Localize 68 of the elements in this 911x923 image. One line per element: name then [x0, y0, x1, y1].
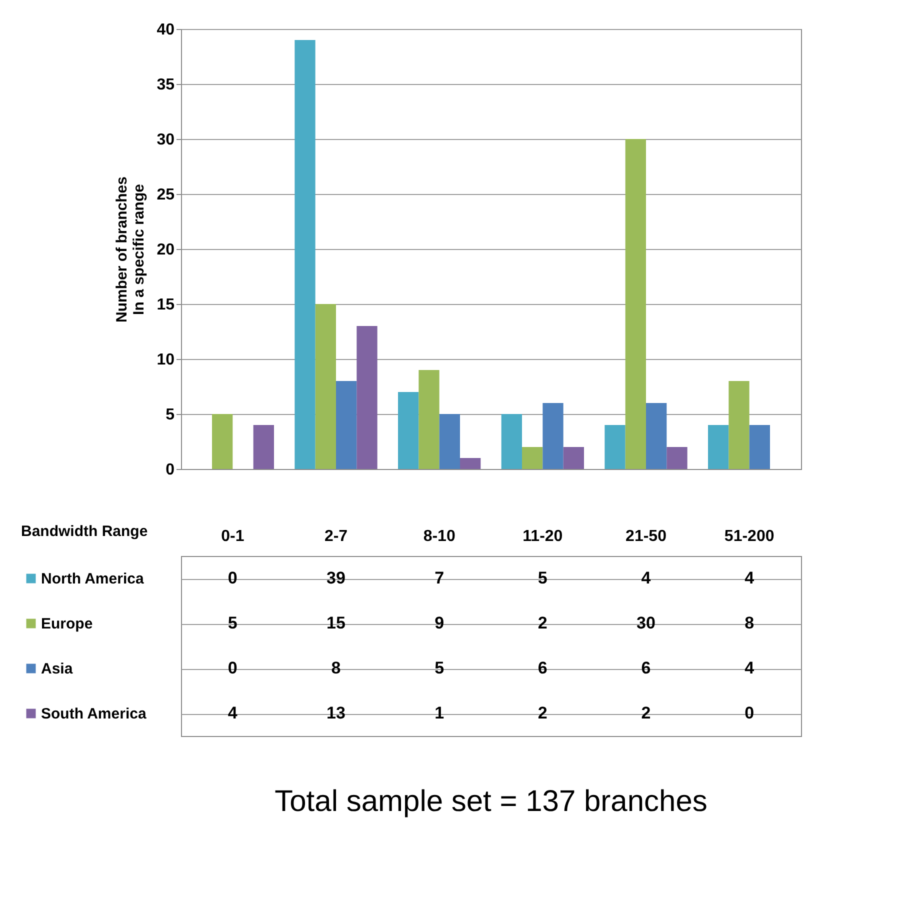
data-label: 8 [744, 614, 754, 632]
data-label: 0 [744, 704, 754, 722]
bar [604, 425, 626, 469]
y-tick-label: 20 [156, 242, 175, 258]
bar [542, 403, 564, 469]
data-label: 2 [538, 704, 548, 722]
data-label: 9 [434, 614, 444, 632]
data-label: 1 [434, 704, 444, 722]
x-axis-title: Bandwidth Range [21, 523, 148, 540]
data-label: 8 [331, 658, 341, 678]
x-tick-label: 21-50 [626, 528, 667, 545]
y-tick-label: 0 [166, 462, 175, 478]
bar [439, 414, 460, 469]
data-label: 4 [228, 704, 238, 722]
legend-label: Asia [41, 660, 74, 678]
data-label: 15 [326, 614, 346, 632]
legend-label: Europe [41, 616, 93, 632]
bar [666, 447, 688, 469]
data-label: 39 [326, 568, 346, 588]
bar [749, 425, 770, 469]
text: Total sample set = 137 branches [274, 785, 708, 818]
y-tick-label: 40 [156, 22, 175, 38]
y-tick-label: 5 [166, 406, 175, 424]
bar [728, 381, 750, 469]
y-tick-label: 30 [156, 132, 175, 148]
y-tick-label: 35 [156, 76, 175, 94]
data-label: 13 [326, 704, 346, 722]
bar [294, 40, 316, 469]
data-label: 5 [538, 568, 548, 588]
x-tick-label: 11-20 [522, 528, 563, 545]
bar [212, 414, 233, 469]
bar [418, 370, 440, 469]
bar [646, 403, 667, 469]
data-label: 6 [538, 658, 548, 678]
y-tick-label: 15 [156, 296, 175, 314]
bar [336, 381, 357, 469]
data-label: 2 [538, 614, 548, 632]
y-tick-label: 10 [156, 352, 175, 368]
bar [315, 304, 336, 469]
x-tick-label: 0-1 [221, 528, 244, 545]
data-label: 4 [744, 568, 755, 588]
bar [563, 447, 584, 469]
data-label: 2 [641, 704, 651, 722]
bar [356, 326, 378, 469]
bar [253, 425, 274, 469]
bar [625, 139, 646, 469]
bar [522, 447, 543, 469]
legend-label: South America [41, 706, 147, 722]
bar [460, 458, 481, 469]
data-label: 0 [228, 568, 238, 588]
data-label: 0 [228, 658, 238, 678]
data-label: 5 [434, 658, 444, 678]
data-label: 7 [434, 568, 444, 588]
bar [708, 425, 729, 469]
x-tick-label: 2-7 [324, 528, 348, 545]
x-tick-label: 51-200 [724, 528, 774, 545]
text: Number of branches [114, 176, 131, 322]
text: In a specific range [130, 184, 148, 315]
data-label: 6 [641, 658, 651, 678]
data-label: 30 [636, 614, 656, 632]
y-tick-label: 25 [156, 186, 175, 204]
data-label: 4 [744, 658, 755, 678]
bar [398, 392, 419, 469]
bar [501, 414, 522, 469]
data-label: 5 [228, 614, 238, 632]
data-label: 4 [641, 568, 652, 588]
legend-label: North America [41, 570, 144, 588]
x-tick-label: 8-10 [423, 528, 456, 545]
